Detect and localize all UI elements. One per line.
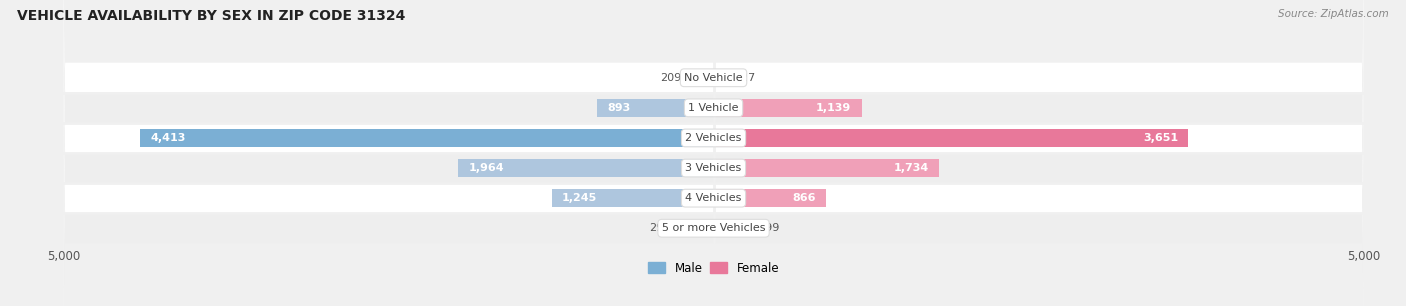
- Text: 3,651: 3,651: [1143, 133, 1178, 143]
- Text: 1,139: 1,139: [815, 103, 851, 113]
- Bar: [713, 189, 827, 207]
- FancyBboxPatch shape: [63, 0, 1364, 306]
- Text: 4,413: 4,413: [150, 133, 186, 143]
- Bar: [686, 69, 713, 87]
- Bar: [551, 189, 713, 207]
- Text: 1,245: 1,245: [562, 193, 598, 203]
- Text: 4 Vehicles: 4 Vehicles: [685, 193, 742, 203]
- Text: 3 Vehicles: 3 Vehicles: [685, 163, 742, 173]
- Text: 292: 292: [650, 223, 671, 233]
- Legend: Male, Female: Male, Female: [643, 257, 785, 279]
- Text: 866: 866: [792, 193, 815, 203]
- Text: VEHICLE AVAILABILITY BY SEX IN ZIP CODE 31324: VEHICLE AVAILABILITY BY SEX IN ZIP CODE …: [17, 9, 405, 23]
- Bar: [458, 159, 713, 177]
- FancyBboxPatch shape: [63, 0, 1364, 306]
- Text: Source: ZipAtlas.com: Source: ZipAtlas.com: [1278, 9, 1389, 19]
- Bar: [713, 219, 752, 237]
- Bar: [139, 129, 713, 147]
- Text: 2 Vehicles: 2 Vehicles: [685, 133, 742, 143]
- FancyBboxPatch shape: [63, 0, 1364, 306]
- Bar: [675, 219, 713, 237]
- Bar: [713, 159, 939, 177]
- Text: 209: 209: [659, 73, 681, 83]
- Text: 127: 127: [735, 73, 756, 83]
- Text: 299: 299: [758, 223, 779, 233]
- Text: 5 or more Vehicles: 5 or more Vehicles: [662, 223, 765, 233]
- FancyBboxPatch shape: [63, 0, 1364, 306]
- FancyBboxPatch shape: [63, 0, 1364, 306]
- FancyBboxPatch shape: [63, 0, 1364, 306]
- Text: 893: 893: [607, 103, 631, 113]
- Text: No Vehicle: No Vehicle: [685, 73, 742, 83]
- Bar: [713, 129, 1188, 147]
- Bar: [598, 99, 713, 117]
- Text: 1,964: 1,964: [468, 163, 505, 173]
- Text: 1,734: 1,734: [893, 163, 928, 173]
- Bar: [713, 69, 730, 87]
- Bar: [713, 99, 862, 117]
- Text: 1 Vehicle: 1 Vehicle: [689, 103, 738, 113]
